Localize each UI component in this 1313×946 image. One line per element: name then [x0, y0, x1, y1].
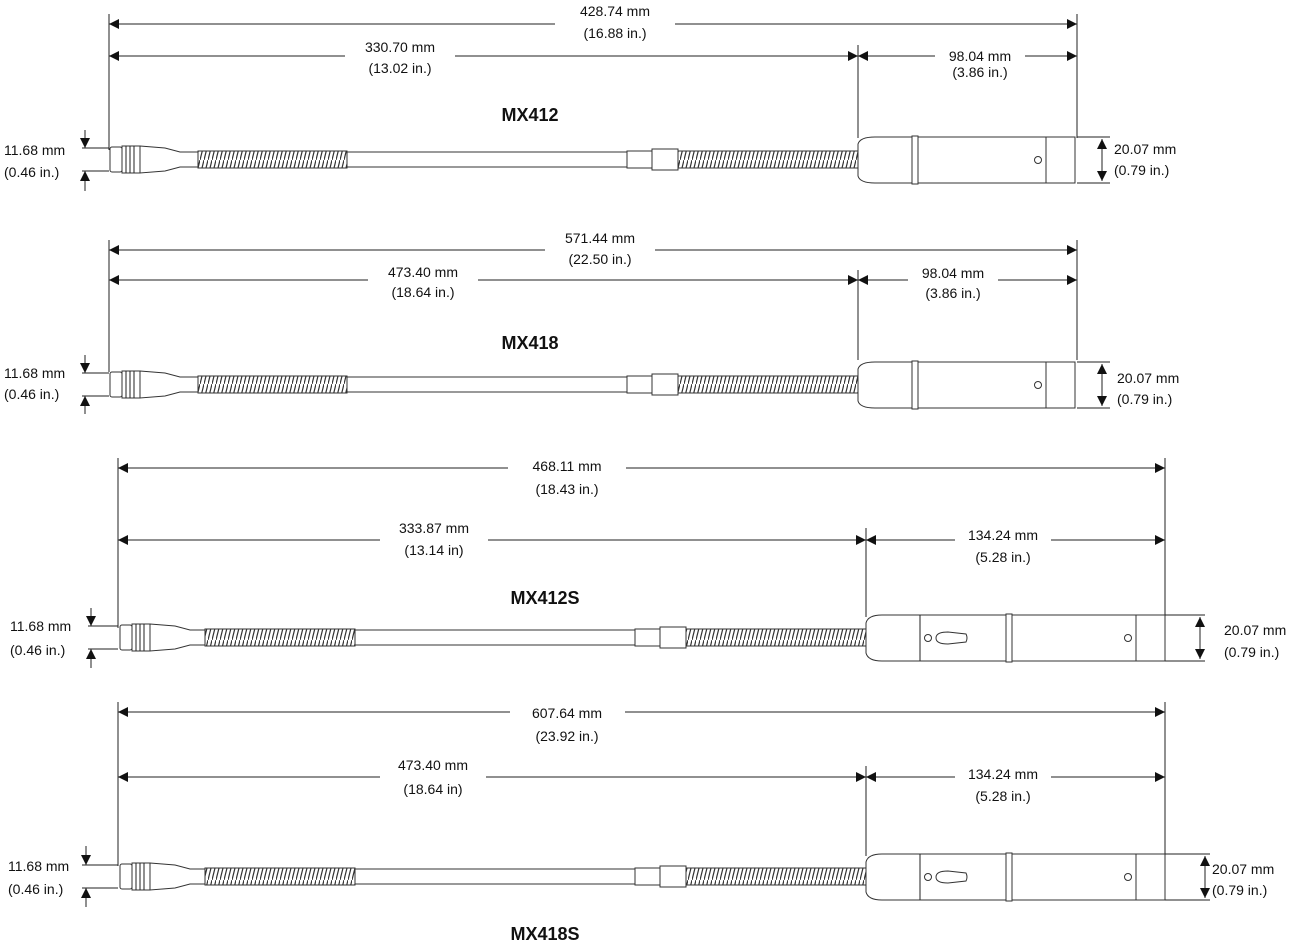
overall-length-in: (18.43 in.) [535, 481, 598, 497]
base-diameter-mm: 20.07 mm [1117, 370, 1179, 386]
overall-length-mm: 571.44 mm [565, 230, 635, 246]
head-diameter-mm: 11.68 mm [10, 618, 71, 634]
base-diameter-in: (0.79 in.) [1212, 882, 1267, 898]
base-diameter-in: (0.79 in.) [1114, 162, 1169, 178]
base-length-in: (5.28 in.) [975, 788, 1030, 804]
base-length-mm: 98.04 mm [922, 265, 984, 281]
drawing-mx412: 428.74 mm (16.88 in.) 330.70 mm (13.02 i… [4, 2, 1176, 191]
head-diameter-in: (0.46 in.) [8, 881, 63, 897]
overall-length-mm: 428.74 mm [580, 3, 650, 19]
base-length-in: (3.86 in.) [925, 285, 980, 301]
base-diameter-in: (0.79 in.) [1224, 644, 1279, 660]
microphone-outline [109, 360, 1076, 410]
base-length-mm: 98.04 mm [949, 48, 1011, 64]
overall-length-in: (22.50 in.) [568, 251, 631, 267]
base-length-mm: 134.24 mm [968, 766, 1038, 782]
gooseneck-length-in: (13.02 in.) [368, 60, 431, 76]
microphone-outline [119, 613, 1166, 663]
overall-length-in: (23.92 in.) [535, 728, 598, 744]
model-label: MX412 [501, 105, 558, 125]
base-length-in: (3.86 in.) [952, 64, 1007, 80]
microphone-outline [109, 135, 1076, 185]
gooseneck-length-in: (13.14 in) [404, 542, 463, 558]
head-diameter-mm: 11.68 mm [8, 858, 69, 874]
overall-length-mm: 468.11 mm [533, 458, 602, 474]
microphone-outline [119, 852, 1166, 902]
model-label: MX418S [510, 924, 579, 944]
drawing-mx418: 571.44 mm (22.50 in.) 473.40 mm (18.64 i… [4, 230, 1179, 414]
head-diameter-mm: 11.68 mm [4, 365, 65, 381]
model-label: MX418 [501, 333, 558, 353]
drawing-mx412s: 468.11 mm (18.43 in.) 333.87 mm (13.14 i… [10, 456, 1286, 668]
gooseneck-length-in: (18.64 in) [403, 781, 462, 797]
gooseneck-length-mm: 333.87 mm [399, 520, 469, 536]
base-diameter-in: (0.79 in.) [1117, 391, 1172, 407]
gooseneck-length-mm: 473.40 mm [398, 757, 468, 773]
base-diameter-mm: 20.07 mm [1114, 141, 1176, 157]
overall-length-in: (16.88 in.) [583, 25, 646, 41]
base-diameter-mm: 20.07 mm [1212, 861, 1274, 877]
head-diameter-in: (0.46 in.) [10, 642, 65, 658]
gooseneck-length-mm: 473.40 mm [388, 264, 458, 280]
head-diameter-mm: 11.68 mm [4, 142, 65, 158]
overall-length-mm: 607.64 mm [532, 705, 602, 721]
head-diameter-in: (0.46 in.) [4, 164, 59, 180]
drawing-mx418s: 607.64 mm (23.92 in.) 473.40 mm (18.64 i… [8, 700, 1274, 944]
base-length-in: (5.28 in.) [975, 549, 1030, 565]
gooseneck-length-in: (18.64 in.) [391, 284, 454, 300]
base-diameter-mm: 20.07 mm [1224, 622, 1286, 638]
head-diameter-in: (0.46 in.) [4, 386, 59, 402]
gooseneck-length-mm: 330.70 mm [365, 39, 435, 55]
base-length-mm: 134.24 mm [968, 527, 1038, 543]
model-label: MX412S [510, 588, 579, 608]
